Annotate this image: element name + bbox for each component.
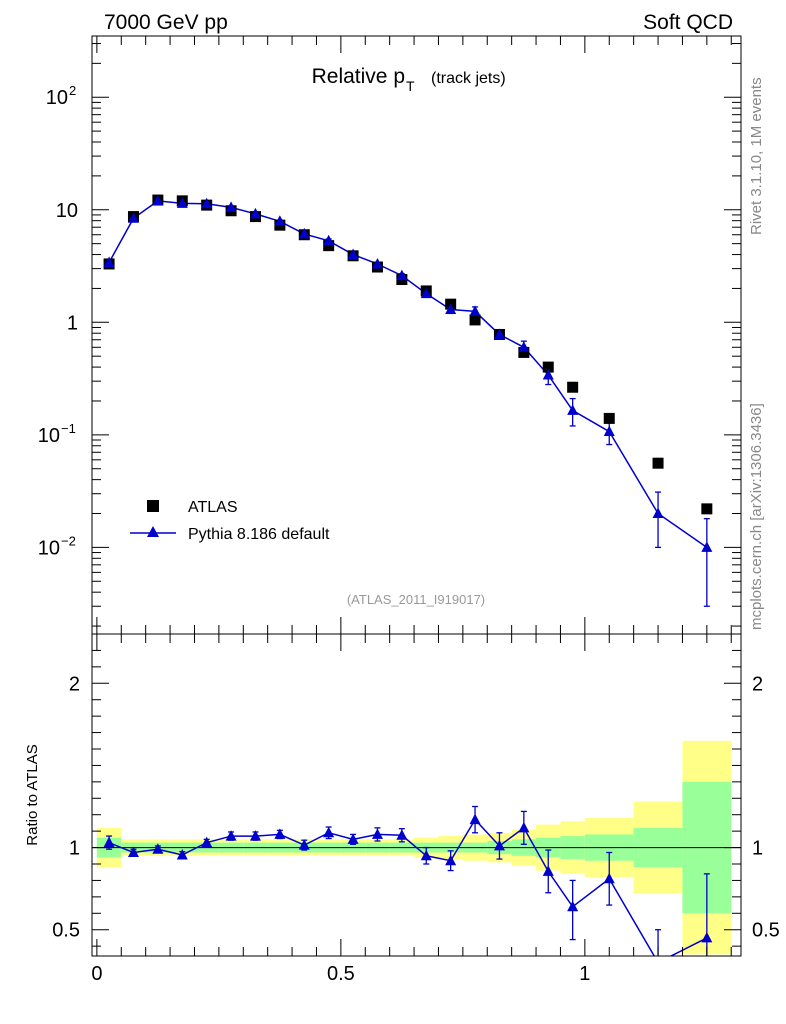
pythia-ratio-point (445, 854, 457, 866)
legend-marker-atlas (147, 500, 159, 512)
atlas-data-point (323, 240, 335, 252)
pythia-ratio-point (567, 900, 579, 912)
pythia-ratio-point (469, 813, 481, 825)
pythia-ratio-point (603, 872, 615, 884)
atlas-data-point (469, 314, 481, 326)
x-tick-label: 0 (91, 963, 102, 985)
pythia-data-point (347, 248, 359, 260)
main-plot-frame (91, 35, 742, 635)
pythia-data-point (176, 197, 188, 208)
atlas-data-point (518, 346, 530, 358)
pythia-data-point (603, 425, 615, 437)
main-y-tick-exponent: −1 (61, 421, 76, 436)
x-tick-label: 0.5 (327, 963, 355, 985)
ratio-plot-area (92, 740, 741, 956)
pythia-data-point (396, 269, 408, 281)
atlas-data-point (652, 457, 664, 469)
pythia-data-point (542, 369, 554, 380)
ratio-y-axis-label: Ratio to ATLAS (24, 744, 41, 845)
pythia-ratio-point (249, 830, 261, 841)
atlas-data-point (567, 381, 579, 393)
x-tick-label: 1 (579, 963, 590, 985)
pythia-ratio-point (371, 828, 383, 839)
pythia-ratio-point (176, 848, 188, 860)
pythia-ratio-point (542, 865, 554, 876)
x-tick-labels: 0 0.5 1 (91, 963, 590, 985)
ratio-axis-ticks (92, 634, 741, 956)
legend-marker-pythia (147, 526, 159, 537)
pythia-ratio-point (518, 821, 530, 833)
ratio-y-tick-label-right: 2 (752, 673, 763, 695)
legend-label-atlas: ATLAS (188, 499, 238, 516)
atlas-data-point (542, 361, 554, 373)
pythia-ratio-point (274, 828, 286, 839)
pythia-data-point (225, 201, 237, 212)
pythia-data-point (420, 287, 432, 299)
ratio-y-tick-label-left: 1 (69, 838, 80, 860)
pythia-data-point (127, 212, 139, 223)
ratio-y-tick-label-left: 0.5 (52, 920, 80, 942)
legend-label-pythia: Pythia 8.186 default (188, 526, 330, 543)
pythia-data-point (469, 305, 481, 316)
header-left-label: 7000 GeV pp (104, 11, 228, 34)
pythia-ratio-point (201, 836, 213, 848)
pythia-ratio-point (152, 843, 164, 854)
ratio-y-tick-label-left: 2 (69, 673, 80, 695)
rivet-version-label: Rivet 3.1.10, 1M events (748, 77, 765, 235)
main-axis-ticks (92, 36, 741, 634)
pythia-data-point (371, 257, 383, 269)
main-title: Relative p (312, 65, 405, 88)
atlas-data-point (701, 503, 713, 515)
main-y-tick-label: 1 (67, 312, 78, 334)
pythia-data-point (103, 256, 115, 267)
pythia-data-point (201, 197, 213, 209)
mcplots-label: mcplots.cern.ch [arXiv:1306.3436] (748, 403, 765, 630)
pythia-ratio-point (347, 833, 359, 844)
header-right-label: Soft QCD (643, 11, 733, 34)
main-y-tick-label: 10 (38, 425, 60, 447)
pythia-ratio-point (396, 829, 408, 840)
main-plot-area (103, 194, 713, 607)
pythia-ratio-point (420, 849, 432, 861)
ratio-plot-panel: 0.5 0.51 12 2 0 0.5 1 Ratio to ATLAS (24, 633, 780, 985)
pythia-data-point (274, 215, 286, 226)
main-title-subscript: T (406, 78, 415, 94)
pythia-main-line (108, 200, 708, 549)
ratio-series-group (103, 805, 713, 956)
pythia-data-point (567, 404, 579, 415)
main-y-tick-label: 10 (38, 537, 60, 559)
ratio-y-tick-labels: 0.5 0.5 1 1 2 2 (52, 673, 780, 941)
pythia-ratio-point (127, 846, 139, 857)
ratio-y-tick-label-right: 0.5 (752, 920, 780, 942)
pythia-data-point (493, 328, 505, 339)
pythia-ratio-point (103, 836, 115, 848)
legend: ATLAS Pythia 8.186 default (130, 499, 330, 543)
pythia-ratio-point (493, 839, 505, 851)
pythia-data-point (152, 194, 164, 206)
main-y-tick-label: 10 (56, 200, 78, 222)
pythia-data-point (701, 541, 713, 552)
pythia-ratio-point (298, 839, 310, 850)
pythia-data-point (652, 507, 664, 519)
analysis-id-label: (ATLAS_2011_I919017) (347, 592, 485, 607)
pythia-data-point (323, 234, 335, 246)
ratio-plot-frame (91, 633, 742, 957)
atlas-data-point (603, 412, 615, 424)
pythia-data-point (445, 303, 457, 314)
pythia-ratio-point (323, 826, 335, 838)
pythia-data-point (298, 227, 310, 239)
pythia-ratio-point (225, 830, 237, 841)
main-y-tick-label: 10 (46, 87, 68, 109)
main-y-tick-exponent: −2 (61, 533, 76, 548)
main-y-tick-exponent: 2 (69, 83, 76, 98)
pythia-data-point (249, 207, 261, 219)
main-title-suffix: (track jets) (431, 70, 506, 87)
ratio-y-tick-label-right: 1 (752, 838, 763, 860)
pythia-data-point (518, 341, 530, 352)
pythia-ratio-point (701, 931, 713, 943)
